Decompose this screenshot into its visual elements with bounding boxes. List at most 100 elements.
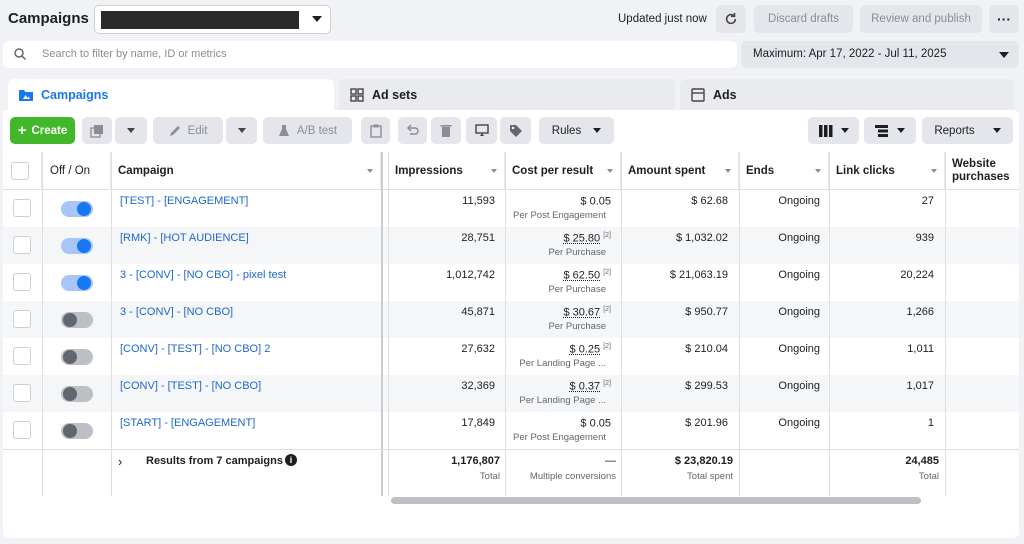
- row-checkbox[interactable]: [13, 384, 31, 402]
- toggle-knob: [63, 350, 77, 364]
- cpr-result-type: Per Landing Page ...: [519, 395, 606, 406]
- account-selector[interactable]: [94, 5, 331, 34]
- total-spent-sub: Total spent: [687, 471, 733, 482]
- expand-chevron-icon[interactable]: ›: [118, 454, 123, 469]
- col-impressions[interactable]: Impressions: [388, 152, 505, 190]
- tab-ad-sets[interactable]: Ad sets: [339, 79, 675, 113]
- campaign-toggle[interactable]: [61, 275, 93, 291]
- campaign-name-link[interactable]: 3 - [CONV] - [NO CBO] - pixel test: [120, 269, 287, 281]
- campaign-toggle[interactable]: [61, 312, 93, 328]
- ends-value: Ongoing: [778, 380, 820, 392]
- columns-button[interactable]: [808, 117, 859, 144]
- col-link-clicks[interactable]: Link clicks: [829, 152, 945, 190]
- row-checkbox[interactable]: [13, 236, 31, 254]
- campaign-toggle[interactable]: [61, 201, 93, 217]
- row-checkbox[interactable]: [13, 347, 31, 365]
- col-off-on[interactable]: Off / On: [42, 152, 111, 190]
- total-clicks: 24,485: [905, 455, 939, 467]
- row-checkbox[interactable]: [13, 199, 31, 217]
- campaign-name-link[interactable]: 3 - [CONV] - [NO CBO]: [120, 306, 234, 318]
- horizontal-scrollbar[interactable]: [391, 497, 921, 504]
- tag-button[interactable]: [500, 117, 531, 144]
- campaign-name-link[interactable]: [CONV] - [TEST] - [NO CBO]: [120, 380, 262, 392]
- undo-button[interactable]: [398, 117, 427, 144]
- select-all-checkbox[interactable]: [11, 162, 29, 180]
- campaign-toggle[interactable]: [61, 423, 93, 439]
- impressions-value: 45,871: [461, 306, 495, 318]
- table-row[interactable]: [RMK] - [HOT AUDIENCE] 28,751 $ 25.80 [2…: [3, 227, 1019, 264]
- campaign-name-link[interactable]: [TEST] - [ENGAGEMENT]: [120, 195, 249, 207]
- search-placeholder: Search to filter by name, ID or metrics: [42, 48, 227, 60]
- duplicate-button[interactable]: [82, 117, 112, 144]
- cpr-value-wrap: $ 62.50 [2]: [508, 269, 611, 282]
- cpr-result-type: Per Purchase: [548, 321, 606, 332]
- row-checkbox[interactable]: [13, 310, 31, 328]
- preview-icon: [474, 124, 489, 136]
- tab-campaigns[interactable]: Campaigns: [8, 79, 334, 113]
- row-checkbox[interactable]: [13, 273, 31, 291]
- preview-button[interactable]: [466, 117, 497, 144]
- reports-button[interactable]: Reports: [922, 117, 1013, 144]
- link-clicks-value: 939: [915, 232, 934, 244]
- link-clicks-value: 20,224: [900, 269, 934, 281]
- col-divider: [945, 152, 946, 496]
- amount-spent-value: $ 21,063.19: [669, 269, 728, 281]
- col-campaign[interactable]: Campaign: [111, 152, 381, 190]
- delete-button[interactable]: [431, 117, 461, 144]
- pencil-icon: [169, 126, 180, 136]
- review-publish-button[interactable]: Review and publish: [860, 5, 982, 33]
- info-icon[interactable]: i: [285, 454, 297, 466]
- col-divider: [388, 152, 389, 496]
- search-icon: [14, 48, 26, 60]
- cpr-result-type: Per Purchase: [548, 247, 606, 258]
- col-website-purchases[interactable]: Website purchases: [952, 157, 1010, 183]
- impressions-value: 32,369: [461, 380, 495, 392]
- col-clicks-label: Link clicks: [836, 165, 895, 177]
- edit-button[interactable]: Edit: [153, 117, 223, 144]
- table-row[interactable]: [TEST] - [ENGAGEMENT] 11,593 $ 0.05 Per …: [3, 190, 1019, 227]
- table-row[interactable]: [START] - [ENGAGEMENT] 17,849 $ 0.05 Per…: [3, 412, 1019, 449]
- campaign-toggle[interactable]: [61, 386, 93, 402]
- sort-icon: [931, 169, 937, 173]
- create-button[interactable]: + Create: [10, 117, 75, 144]
- table-row[interactable]: [CONV] - [TEST] - [NO CBO] 32,369 $ 0.37…: [3, 375, 1019, 412]
- campaign-toggle[interactable]: [61, 349, 93, 365]
- refresh-button[interactable]: [716, 5, 746, 33]
- link-clicks-value: 1,011: [907, 343, 934, 355]
- chevron-down-icon: [237, 128, 246, 133]
- tab-ads[interactable]: Ads: [680, 79, 1014, 113]
- ad-icon: [691, 88, 705, 102]
- table-row[interactable]: [CONV] - [TEST] - [NO CBO] 2 27,632 $ 0.…: [3, 338, 1019, 375]
- col-divider: [829, 152, 830, 496]
- link-clicks-value: 1: [927, 417, 934, 429]
- campaign-name-link[interactable]: [START] - [ENGAGEMENT]: [120, 417, 256, 429]
- date-range-picker[interactable]: Maximum: Apr 17, 2022 - Jul 11, 2025: [741, 41, 1019, 68]
- campaign-toggle[interactable]: [61, 238, 93, 254]
- rules-button[interactable]: Rules: [539, 117, 614, 144]
- discard-drafts-button[interactable]: Discard drafts: [754, 5, 853, 33]
- campaign-name-link[interactable]: [RMK] - [HOT AUDIENCE]: [120, 232, 249, 244]
- more-options-button[interactable]: ···: [989, 5, 1019, 33]
- refresh-icon: [725, 12, 737, 25]
- col-cost-per-result[interactable]: Cost per result: [505, 152, 621, 190]
- ab-test-button[interactable]: A/B test: [263, 117, 352, 144]
- amount-spent-value: $ 299.53: [685, 380, 728, 392]
- cpr-result-type: Per Landing Page ...: [519, 358, 606, 369]
- sort-icon: [607, 169, 613, 173]
- col-amount-spent[interactable]: Amount spent: [621, 152, 739, 190]
- breakdown-button[interactable]: [864, 117, 916, 144]
- sort-icon: [491, 169, 497, 173]
- search-bar[interactable]: Search to filter by name, ID or metrics: [3, 41, 737, 68]
- table-row[interactable]: 3 - [CONV] - [NO CBO] 45,871 $ 30.67 [2]…: [3, 301, 1019, 338]
- row-checkbox[interactable]: [13, 421, 31, 439]
- clipboard-button[interactable]: [361, 117, 390, 144]
- col-ends[interactable]: Ends: [739, 152, 829, 190]
- col-impressions-label: Impressions: [395, 165, 463, 177]
- duplicate-dropdown[interactable]: [115, 117, 147, 144]
- edit-dropdown[interactable]: [226, 117, 257, 144]
- toggle-knob: [77, 239, 91, 253]
- campaign-name-link[interactable]: [CONV] - [TEST] - [NO CBO] 2: [120, 343, 271, 355]
- table-row[interactable]: 3 - [CONV] - [NO CBO] - pixel test 1,012…: [3, 264, 1019, 301]
- ends-value: Ongoing: [778, 269, 820, 281]
- total-cpr: —: [605, 455, 616, 467]
